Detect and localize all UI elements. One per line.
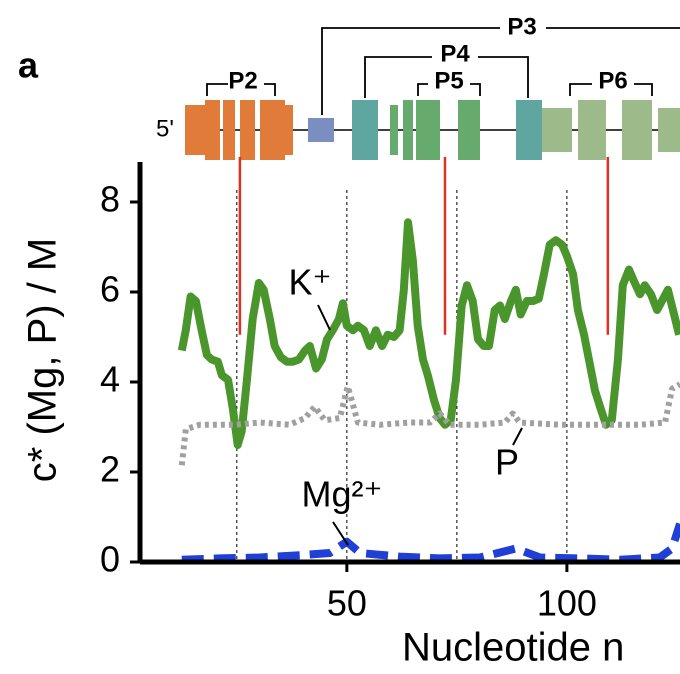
five-prime-label: 5' xyxy=(156,115,174,142)
series-line xyxy=(178,381,680,466)
y-tick-label: 6 xyxy=(100,269,120,310)
x-tick-label: 100 xyxy=(537,583,597,624)
x-tick-label: 50 xyxy=(327,583,367,624)
p5-blocks xyxy=(390,100,480,160)
helix-label: P5 xyxy=(434,67,463,94)
annotation-leader xyxy=(332,521,349,546)
label-bg xyxy=(432,42,478,70)
block xyxy=(308,118,334,142)
helix-label: P2 xyxy=(228,67,257,94)
block xyxy=(516,100,542,160)
structure-diagram: 5' P2 P3 P4 P5 P xyxy=(156,13,680,160)
block xyxy=(352,100,378,160)
helix-label: P4 xyxy=(440,40,470,67)
x-axis-label: Nucleotide n xyxy=(402,626,624,670)
label-bg xyxy=(592,70,634,98)
plot-lines xyxy=(177,218,680,564)
y-tick-label: 8 xyxy=(100,179,120,220)
p6-blocks xyxy=(542,100,680,160)
series-label: Mg²⁺ xyxy=(302,474,383,515)
label-bg xyxy=(500,14,546,42)
panel-label: a xyxy=(18,45,39,86)
annotation-leader xyxy=(317,304,331,331)
series-label: P xyxy=(495,442,519,483)
y-axis-label: c* (Mg, P) / M xyxy=(21,238,65,482)
helix-label: P3 xyxy=(507,13,536,40)
y-tick-label: 2 xyxy=(100,449,120,490)
helix-label: P6 xyxy=(598,67,627,94)
series-line xyxy=(177,218,680,449)
series-label: K⁺ xyxy=(288,262,331,303)
y-tick-label: 0 xyxy=(100,539,120,580)
p2-blocks xyxy=(185,100,293,160)
label-bg xyxy=(428,70,470,98)
y-tick-label: 4 xyxy=(100,359,120,400)
label-bg xyxy=(228,68,264,96)
annotation-leader xyxy=(512,427,523,446)
series-line xyxy=(181,522,680,564)
